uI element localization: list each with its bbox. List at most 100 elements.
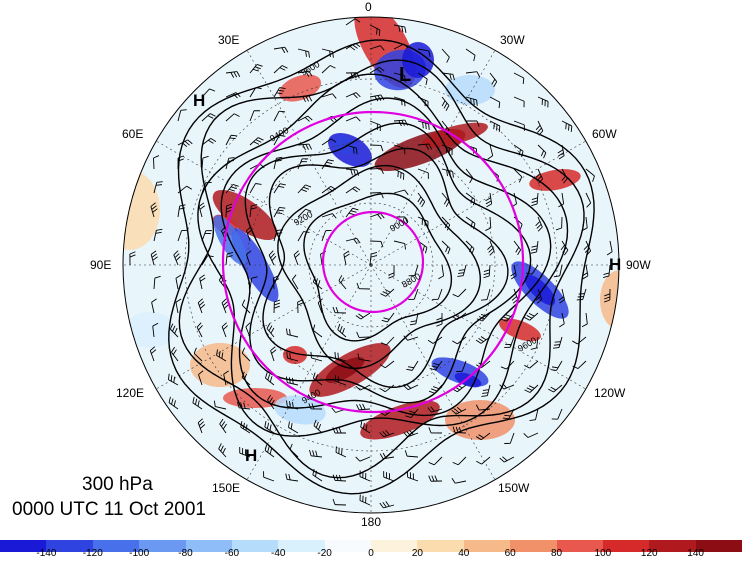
longitude-label-30w: 30W <box>500 33 525 47</box>
wind-barb <box>393 144 406 155</box>
wind-barb <box>225 184 239 194</box>
wind-barb <box>428 456 443 466</box>
wind-barb <box>537 144 547 159</box>
wind-barb <box>198 370 204 386</box>
colorbar-swatch <box>417 540 464 552</box>
wind-barb <box>297 115 313 122</box>
wind-barb <box>483 264 491 279</box>
wind-barb <box>197 298 206 314</box>
wind-barb <box>428 475 443 482</box>
wind-barb <box>264 444 275 458</box>
wind-barb <box>291 274 299 290</box>
wind-barb <box>585 168 595 182</box>
meridian-line <box>370 264 586 390</box>
colorbar-swatch <box>185 540 232 552</box>
wind-barb <box>173 250 181 266</box>
wind-barb <box>345 186 361 194</box>
longitude-label-150w: 150W <box>498 481 530 495</box>
wind-barb <box>293 250 300 266</box>
geopotential-contour <box>168 39 595 495</box>
wind-barb <box>297 208 312 218</box>
wind-barb <box>452 456 467 466</box>
wind-barb <box>379 360 395 369</box>
longitude-label-90w: 90W <box>626 258 651 272</box>
wind-barb <box>489 72 498 88</box>
colorbar-tick-label: -40 <box>271 548 286 559</box>
wind-barb <box>417 168 429 179</box>
wind-barb <box>513 96 525 108</box>
wind-barb <box>345 92 361 99</box>
wind-barb <box>407 471 419 482</box>
wind-barb <box>273 134 286 146</box>
wind-barb <box>225 252 234 266</box>
wind-barb <box>169 323 179 338</box>
wind-barb <box>487 240 495 256</box>
wind-barb <box>221 298 229 314</box>
colorbar-swatch <box>139 540 186 552</box>
wind-barb <box>513 240 522 256</box>
anomaly-patch <box>524 274 556 306</box>
meridian-line <box>370 140 586 266</box>
wind-barb <box>369 144 384 152</box>
wind-barb <box>175 298 182 314</box>
wind-barb <box>221 322 229 338</box>
wind-barb <box>380 336 395 346</box>
wind-barb <box>153 228 163 242</box>
wind-barb <box>360 421 371 434</box>
geopotential-contour <box>303 192 453 342</box>
colorbar-tick-label: 60 <box>504 548 516 559</box>
longitude-label-180: 180 <box>361 515 382 529</box>
wind-barb <box>285 473 299 482</box>
wind-barb <box>489 96 501 109</box>
wind-barb <box>309 449 323 458</box>
wind-barb <box>273 206 286 218</box>
low-pressure-marker: L <box>399 64 412 86</box>
wind-barb <box>510 264 517 280</box>
wind-barb <box>175 274 182 290</box>
colorbar <box>0 540 742 552</box>
latitude-circle <box>246 140 496 390</box>
wind-barb <box>604 288 611 303</box>
wind-barb <box>297 184 312 194</box>
wind-barb <box>149 346 157 362</box>
wind-barb <box>249 110 260 122</box>
wind-barb <box>216 349 227 362</box>
colorbar-swatch <box>92 540 140 552</box>
wind-barb <box>487 144 494 160</box>
wind-barb <box>273 110 286 122</box>
wind-barb <box>603 264 611 279</box>
wind-barb <box>489 120 501 132</box>
wind-barb <box>168 396 179 410</box>
high-pressure-marker: H <box>245 446 258 465</box>
wind-barb <box>441 48 450 63</box>
geopotential-contour <box>244 122 532 404</box>
wind-barb <box>273 46 289 54</box>
wind-barb <box>249 137 264 146</box>
wind-barb <box>297 48 310 58</box>
wind-barb <box>523 432 539 438</box>
wind-barb <box>552 336 563 349</box>
wind-barb <box>369 66 385 74</box>
longitude-label-120e: 120E <box>116 386 145 400</box>
colorbar-swatch <box>0 540 47 552</box>
anomaly-patch <box>445 75 495 105</box>
wind-barb <box>177 109 187 122</box>
longitude-label-60w: 60W <box>592 127 617 141</box>
geopotential-contour <box>178 59 585 479</box>
wind-barb <box>417 120 430 130</box>
wind-barb <box>264 372 275 386</box>
wind-barb <box>249 183 262 194</box>
wind-barb <box>177 185 193 194</box>
wind-barb <box>297 70 313 77</box>
high-pressure-marker: H <box>193 91 206 110</box>
wind-barb <box>313 419 323 434</box>
outer-reference-circle <box>221 110 525 414</box>
anomaly-patch <box>212 189 278 241</box>
wind-barb <box>379 501 395 509</box>
wind-barb <box>239 447 251 458</box>
wind-barb <box>429 360 443 371</box>
wind-barb <box>263 471 275 482</box>
wind-barb <box>393 189 409 196</box>
wind-barb <box>524 360 539 369</box>
wind-barb <box>297 158 309 170</box>
